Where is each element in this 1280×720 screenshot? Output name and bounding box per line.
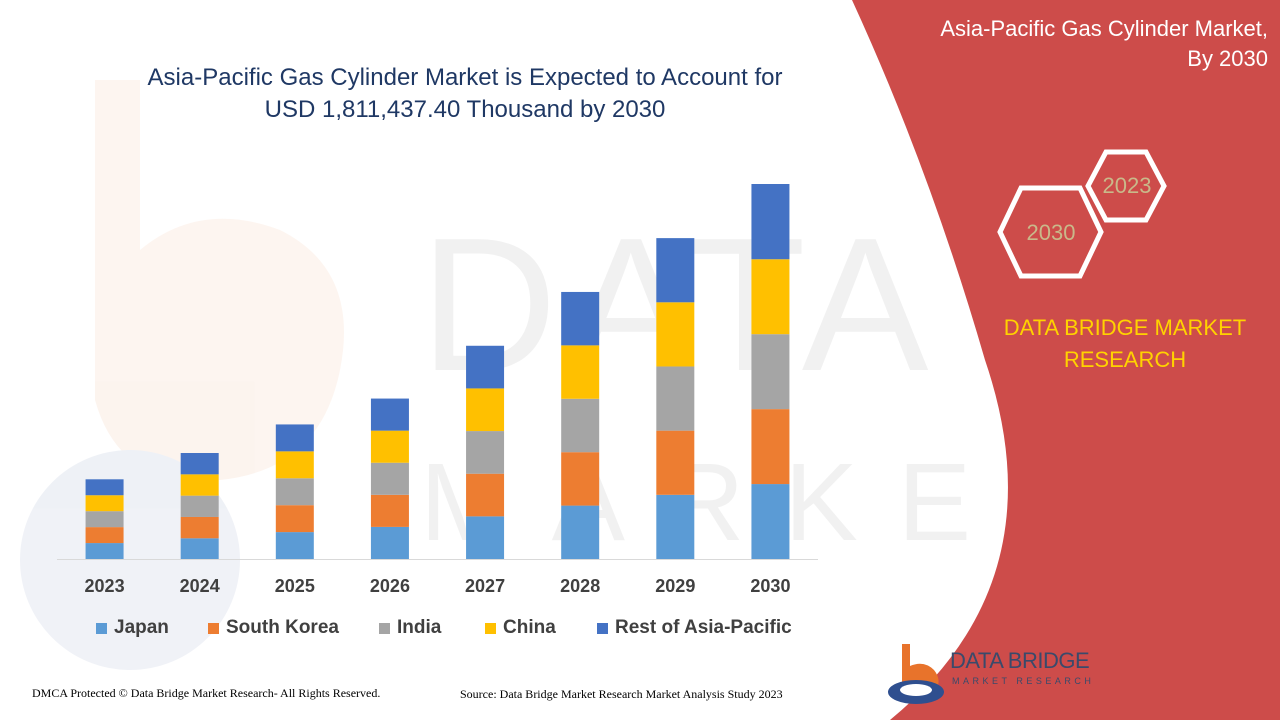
bar-segment-2025-rest-of-asia-pacific <box>275 424 314 452</box>
panel-title-line2: By 2030 <box>1187 46 1268 71</box>
bar-segment-2023-south-korea <box>85 527 124 544</box>
bar-segment-2026-south-korea <box>370 494 409 527</box>
bar-segment-2029-rest-of-asia-pacific <box>656 238 695 303</box>
legend-item-rest-of-asia-pacific: Rest of Asia-Pacific <box>597 617 792 639</box>
x-tick-label-2030: 2030 <box>750 576 790 596</box>
bar-segment-2026-china <box>370 430 409 463</box>
panel-title-line1: Asia-Pacific Gas Cylinder Market, <box>940 16 1268 41</box>
bar-segment-2027-india <box>466 431 505 474</box>
brand-text-line2: RESEARCH <box>1063 347 1187 372</box>
x-tick-label-2026: 2026 <box>370 576 410 596</box>
bar-segment-2030-india <box>751 334 790 410</box>
bar-segment-2029-india <box>656 366 695 431</box>
bar-segment-2027-rest-of-asia-pacific <box>466 345 505 389</box>
company-logo: DATA BRIDGE MARKET RESEARCH <box>880 640 1110 710</box>
bar-segment-2024-japan <box>180 538 219 559</box>
hexagon-label-2030: 2030 <box>1026 220 1076 245</box>
legend-swatch <box>597 622 608 634</box>
x-tick-label-2025: 2025 <box>275 576 315 596</box>
x-tick-label-2023: 2023 <box>85 576 125 596</box>
brand-text: DATA BRIDGE MARKET RESEARCH <box>985 312 1265 376</box>
legend-label: China <box>503 617 556 638</box>
legend-label: Rest of Asia-Pacific <box>615 617 792 638</box>
bar-segment-2029-japan <box>656 494 695 559</box>
legend-item-south-korea: South Korea <box>208 617 339 639</box>
copyright-note: DMCA Protected © Data Bridge Market Rese… <box>32 686 381 700</box>
bar-segment-2023-japan <box>85 543 124 559</box>
bar-segment-2025-south-korea <box>275 505 314 533</box>
legend-swatch <box>485 622 496 634</box>
source-note: Source: Data Bridge Market Research Mark… <box>460 687 783 701</box>
bar-segment-2027-japan <box>466 516 505 559</box>
bar-segment-2030-rest-of-asia-pacific <box>751 184 790 260</box>
hexagon-label-2023: 2023 <box>1102 173 1152 198</box>
x-tick-label-2024: 2024 <box>180 576 220 596</box>
chart-title: Asia-Pacific Gas Cylinder Market is Expe… <box>40 62 890 126</box>
bar-segment-2024-south-korea <box>180 516 219 539</box>
bar-segment-2024-rest-of-asia-pacific <box>180 453 219 475</box>
bar-segment-2026-rest-of-asia-pacific <box>370 398 409 431</box>
legend-swatch <box>208 622 219 634</box>
bar-segment-2023-rest-of-asia-pacific <box>85 479 124 496</box>
legend-swatch <box>379 622 390 634</box>
bar-segment-2030-south-korea <box>751 409 790 485</box>
bar-segment-2030-japan <box>751 484 790 559</box>
legend-item-india: India <box>379 617 441 639</box>
legend-swatch <box>96 622 107 634</box>
bar-segment-2027-china <box>466 388 505 432</box>
bar-segment-2024-india <box>180 495 219 517</box>
bar-segment-2025-india <box>275 478 314 506</box>
bar-segment-2025-china <box>275 451 314 479</box>
legend-label: South Korea <box>226 617 339 638</box>
bar-segment-2028-japan <box>561 505 600 559</box>
bar-segment-2029-china <box>656 302 695 367</box>
bar-segment-2026-india <box>370 462 409 495</box>
bar-segment-2027-south-korea <box>466 473 505 517</box>
logo-mark-icon <box>888 644 944 704</box>
panel-title: Asia-Pacific Gas Cylinder Market, By 203… <box>848 14 1268 74</box>
bar-segment-2026-japan <box>370 526 409 559</box>
bar-segment-2024-china <box>180 474 219 496</box>
right-panel <box>852 0 1280 720</box>
brand-text-line1: DATA BRIDGE MARKET <box>1003 315 1247 340</box>
legend-item-japan: Japan <box>96 617 169 639</box>
logo-name: DATA BRIDGE <box>950 648 1090 673</box>
x-tick-label-2028: 2028 <box>560 576 600 596</box>
bar-segment-2030-china <box>751 259 790 335</box>
bar-segment-2028-rest-of-asia-pacific <box>561 291 600 346</box>
bar-segment-2028-south-korea <box>561 452 600 506</box>
x-tick-label-2027: 2027 <box>465 576 505 596</box>
legend-item-china: China <box>485 617 556 639</box>
legend-label: Japan <box>114 617 169 638</box>
bar-segment-2023-india <box>85 511 124 528</box>
chart-title-line1: Asia-Pacific Gas Cylinder Market is Expe… <box>147 64 783 91</box>
bar-segment-2028-china <box>561 345 600 399</box>
bar-segment-2028-india <box>561 398 600 453</box>
hexagon-back-shape <box>1085 149 1167 223</box>
x-tick-label-2029: 2029 <box>655 576 695 596</box>
bar-segment-2029-south-korea <box>656 430 695 495</box>
chart-title-line2: USD 1,811,437.40 Thousand by 2030 <box>264 96 666 123</box>
hexagon-front-shape <box>997 185 1104 279</box>
legend-label: India <box>397 617 442 638</box>
bar-segment-2025-japan <box>275 532 314 559</box>
logo-subtitle: MARKET RESEARCH <box>952 676 1095 686</box>
bar-segment-2023-china <box>85 495 124 512</box>
